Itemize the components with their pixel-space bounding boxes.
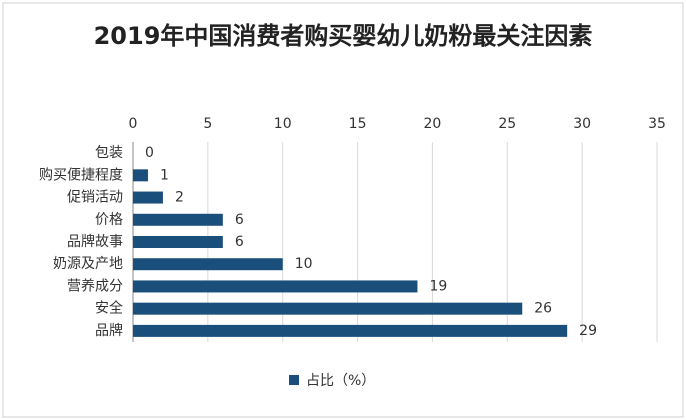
value-label: 26: [534, 301, 552, 317]
value-label: 1: [160, 167, 169, 183]
x-tick-label: 25: [498, 116, 516, 132]
y-tick-label: 安全: [95, 300, 123, 317]
value-label: 0: [145, 145, 154, 161]
x-tick-label: 10: [274, 116, 292, 132]
value-label: 2: [175, 190, 184, 206]
y-tick-label: 促销活动: [67, 190, 123, 206]
y-tick-label: 营养成分: [67, 278, 123, 294]
value-label: 19: [429, 278, 447, 294]
y-tick-label: 购买便捷程度: [39, 167, 123, 183]
y-tick-label: 品牌: [95, 322, 123, 339]
value-label: 6: [235, 212, 244, 228]
bar: [133, 302, 523, 315]
bar: [133, 280, 418, 293]
y-tick-label: 奶源及产地: [53, 256, 123, 272]
x-tick-label: 20: [424, 116, 442, 132]
x-tick-label: 0: [129, 116, 138, 132]
y-tick-label: 价格: [95, 212, 123, 228]
value-label: 10: [295, 256, 313, 272]
value-label: 6: [235, 234, 244, 250]
legend-swatch: [289, 375, 299, 385]
x-tick-label: 5: [203, 116, 212, 132]
bar: [133, 191, 163, 204]
bar: [133, 213, 223, 226]
x-tick-label: 35: [648, 116, 666, 132]
legend-label: 占比（%）: [306, 373, 375, 389]
bar: [133, 236, 223, 248]
value-label: 29: [579, 323, 597, 339]
bar: [133, 169, 148, 182]
bar: [133, 324, 568, 337]
chart-title: 2019年中国消费者购买婴幼儿奶粉最关注因素: [93, 22, 593, 50]
x-tick-label: 15: [349, 116, 367, 132]
bar: [133, 258, 283, 271]
y-tick-label: 品牌故事: [67, 233, 123, 250]
x-tick-label: 30: [573, 116, 591, 132]
y-tick-label: 包装: [95, 145, 123, 161]
